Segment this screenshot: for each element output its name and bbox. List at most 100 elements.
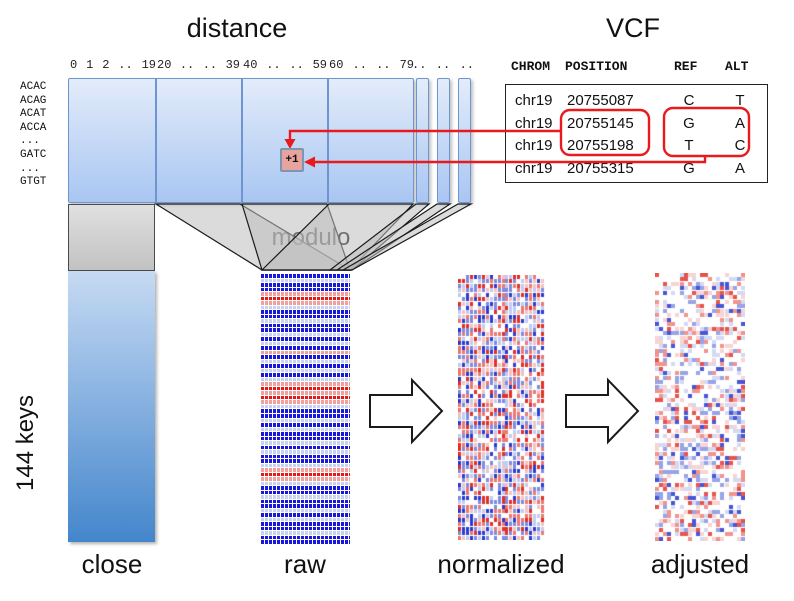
tick-label: 20 — [157, 58, 172, 72]
raw-heatmap-row — [261, 472, 350, 477]
raw-heatmap-row — [261, 404, 350, 409]
raw-heatmap-row — [261, 477, 350, 481]
raw-heatmap-row — [261, 341, 350, 346]
tick-label: 2 — [102, 58, 110, 72]
raw-heatmap-row — [261, 386, 350, 391]
raw-heatmap-row — [261, 450, 350, 454]
distance-matrix-strip — [416, 78, 429, 203]
vcf-cell-ref: T — [684, 137, 694, 154]
tick-label: .. — [435, 58, 451, 72]
tick-group: 60.... 79 — [329, 58, 414, 72]
vcf-cell-alt: C — [734, 137, 746, 154]
kmer-label: ACAC — [20, 81, 47, 93]
tick-label: 1 — [86, 58, 94, 72]
vcf-cell-alt: A — [734, 114, 745, 132]
raw-heatmap — [261, 274, 350, 544]
close-gray-block — [68, 204, 155, 271]
tick-label: .. — [459, 58, 474, 72]
vcf-title: VCF — [606, 13, 660, 43]
adjusted-heatmap — [655, 273, 745, 541]
vcf-cell-chrom: chr19 — [515, 114, 553, 132]
raw-heatmap-row — [261, 350, 350, 355]
normalized-label: normalized — [437, 549, 565, 579]
tick-label: 60 — [329, 58, 344, 72]
vcf-cell-alt: A — [734, 159, 745, 177]
raw-heatmap-row — [261, 391, 350, 395]
modulo-label: modulo — [271, 224, 351, 251]
distance-matrix-panel — [68, 78, 414, 203]
vcf-row: chr19 20755198 T C — [505, 136, 768, 156]
vcf-cell-alt: T — [735, 92, 745, 109]
vcf-header-position: POSITION — [565, 59, 628, 74]
vcf-cell-ref: G — [683, 159, 695, 177]
raw-heatmap-row — [261, 373, 350, 377]
tick-label: .. — [352, 58, 367, 72]
raw-heatmap-row — [261, 486, 350, 490]
panel-divider — [327, 79, 329, 202]
vcf-cell-chrom: chr19 — [515, 137, 553, 154]
raw-heatmap-row — [261, 436, 350, 441]
raw-heatmap-row — [261, 382, 350, 386]
raw-heatmap-row — [261, 301, 350, 305]
vcf-cell-chrom: chr19 — [515, 92, 553, 109]
vcf-row: chr19 20755315 G A — [505, 159, 768, 179]
raw-heatmap-row — [261, 454, 350, 459]
tick-label: 59 — [312, 58, 327, 72]
raw-heatmap-row — [261, 310, 350, 314]
raw-heatmap-row — [261, 296, 350, 301]
raw-heatmap-row — [261, 283, 350, 287]
tick-group: 20.... 39 — [157, 58, 240, 72]
kmer-label: GATC — [20, 148, 47, 161]
vcf-cell-ref: C — [683, 92, 695, 109]
vcf-cell-ref: G — [683, 114, 695, 132]
kmer-label: ACAG — [20, 94, 47, 107]
raw-heatmap-row — [261, 319, 350, 323]
tick-label: 19 — [141, 58, 156, 72]
raw-heatmap-row — [261, 278, 350, 283]
tick-group: 0 1 2.. 19 — [70, 58, 156, 72]
tick-label: .. — [289, 58, 304, 72]
tick-label: .. — [179, 58, 195, 72]
raw-heatmap-row — [261, 468, 350, 472]
raw-heatmap-row — [261, 292, 350, 296]
raw-heatmap-row — [261, 513, 350, 517]
tick-label: 40 — [243, 58, 258, 72]
raw-heatmap-row — [261, 314, 350, 319]
raw-label: raw — [284, 549, 326, 579]
raw-heatmap-row — [261, 508, 350, 513]
panel-divider — [241, 79, 243, 202]
normalized-heatmap — [458, 275, 545, 540]
arrow-raw-to-normalized — [369, 377, 444, 445]
raw-heatmap-row — [261, 337, 350, 341]
raw-heatmap-row — [261, 364, 350, 368]
vcf-cell-position: 20755198 — [567, 137, 634, 154]
raw-heatmap-row — [261, 441, 350, 445]
distance-matrix-strip — [437, 78, 450, 203]
raw-heatmap-row — [261, 540, 350, 544]
tick-group: ...... — [412, 58, 474, 72]
raw-heatmap-row — [261, 463, 350, 468]
raw-heatmap-row — [261, 323, 350, 328]
kmer-label: ... — [20, 162, 40, 175]
raw-heatmap-row — [261, 395, 350, 400]
vcf-header-alt: ALT — [725, 59, 749, 74]
close-label: close — [81, 549, 143, 579]
tick-label: .. — [202, 58, 218, 72]
raw-heatmap-row — [261, 499, 350, 504]
distance-matrix-strip — [458, 78, 471, 203]
kmer-label: ACCA — [20, 121, 47, 134]
vcf-header-chrom: CHROM — [511, 59, 551, 74]
keys-count-label: 144 keys — [12, 394, 39, 492]
raw-heatmap-row — [261, 413, 350, 418]
raw-heatmap-row — [261, 377, 350, 382]
tick-label: .. — [412, 58, 427, 72]
kmer-label: GTGT — [20, 176, 47, 189]
raw-heatmap-row — [261, 522, 350, 526]
vcf-cell-chrom: chr19 — [515, 159, 553, 177]
kmer-label: ... — [20, 135, 40, 148]
vcf-cell-position: 20755145 — [567, 114, 634, 132]
distance-title: distance — [186, 13, 288, 43]
raw-heatmap-row — [261, 495, 350, 499]
arrow-normalized-to-adjusted — [565, 377, 640, 445]
